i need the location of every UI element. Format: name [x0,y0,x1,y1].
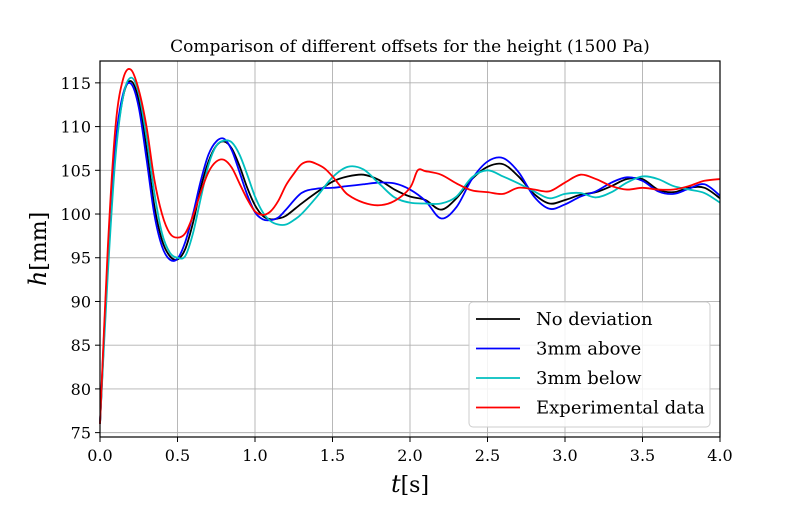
series-line-3mm-above [99,81,721,424]
x-tick-label: 1.5 [320,446,345,465]
x-axis-label: t[s] [391,470,429,498]
y-tick-label: 90 [71,292,91,311]
legend-label-experimental-data: Experimental data [536,398,705,419]
x-tick-label: 3.5 [630,446,655,465]
y-tick-label: 95 [71,249,91,268]
y-tick-label: 100 [60,205,91,224]
x-axis-ticks: 0.0 0.5 1.0 1.5 2.0 2.5 3.0 3.5 4.0 [87,437,733,465]
legend-label-no-deviation: No deviation [536,309,653,330]
legend-label-3mm-above: 3mm above [536,339,641,360]
y-tick-label: 85 [71,336,91,355]
legend-label-3mm-below: 3mm below [536,368,642,389]
x-tick-label: 2.5 [475,446,500,465]
y-axis-label: h[mm] [24,212,52,286]
y-tick-label: 75 [71,424,91,443]
x-tick-label: 0.5 [165,446,190,465]
series-line-3mm-below [99,76,721,424]
y-tick-label: 80 [71,380,91,399]
y-tick-label: 115 [60,74,91,93]
x-axis-unit: [s] [401,473,429,498]
y-tick-label: 105 [60,161,91,180]
x-axis-symbol: t [391,470,401,498]
x-tick-label: 2.0 [397,446,422,465]
x-tick-label: 4.0 [707,446,732,465]
y-tick-label: 110 [60,118,91,137]
grid-lines [99,61,721,437]
series-lines [99,68,721,424]
y-axis-ticks: 75 80 85 90 95 100 105 110 115 [60,74,100,443]
x-tick-label: 3.0 [552,446,577,465]
series-line-experimental-data [99,68,721,424]
y-axis-unit: [mm] [27,212,52,271]
y-axis-symbol: h [24,271,52,286]
legend-box [468,301,711,428]
chart-title: Comparison of different offsets for the … [170,37,650,57]
x-tick-label: 1.0 [242,446,267,465]
x-tick-label: 0.0 [87,446,112,465]
legend: No deviation 3mm above 3mm below Experiment… [468,301,711,428]
